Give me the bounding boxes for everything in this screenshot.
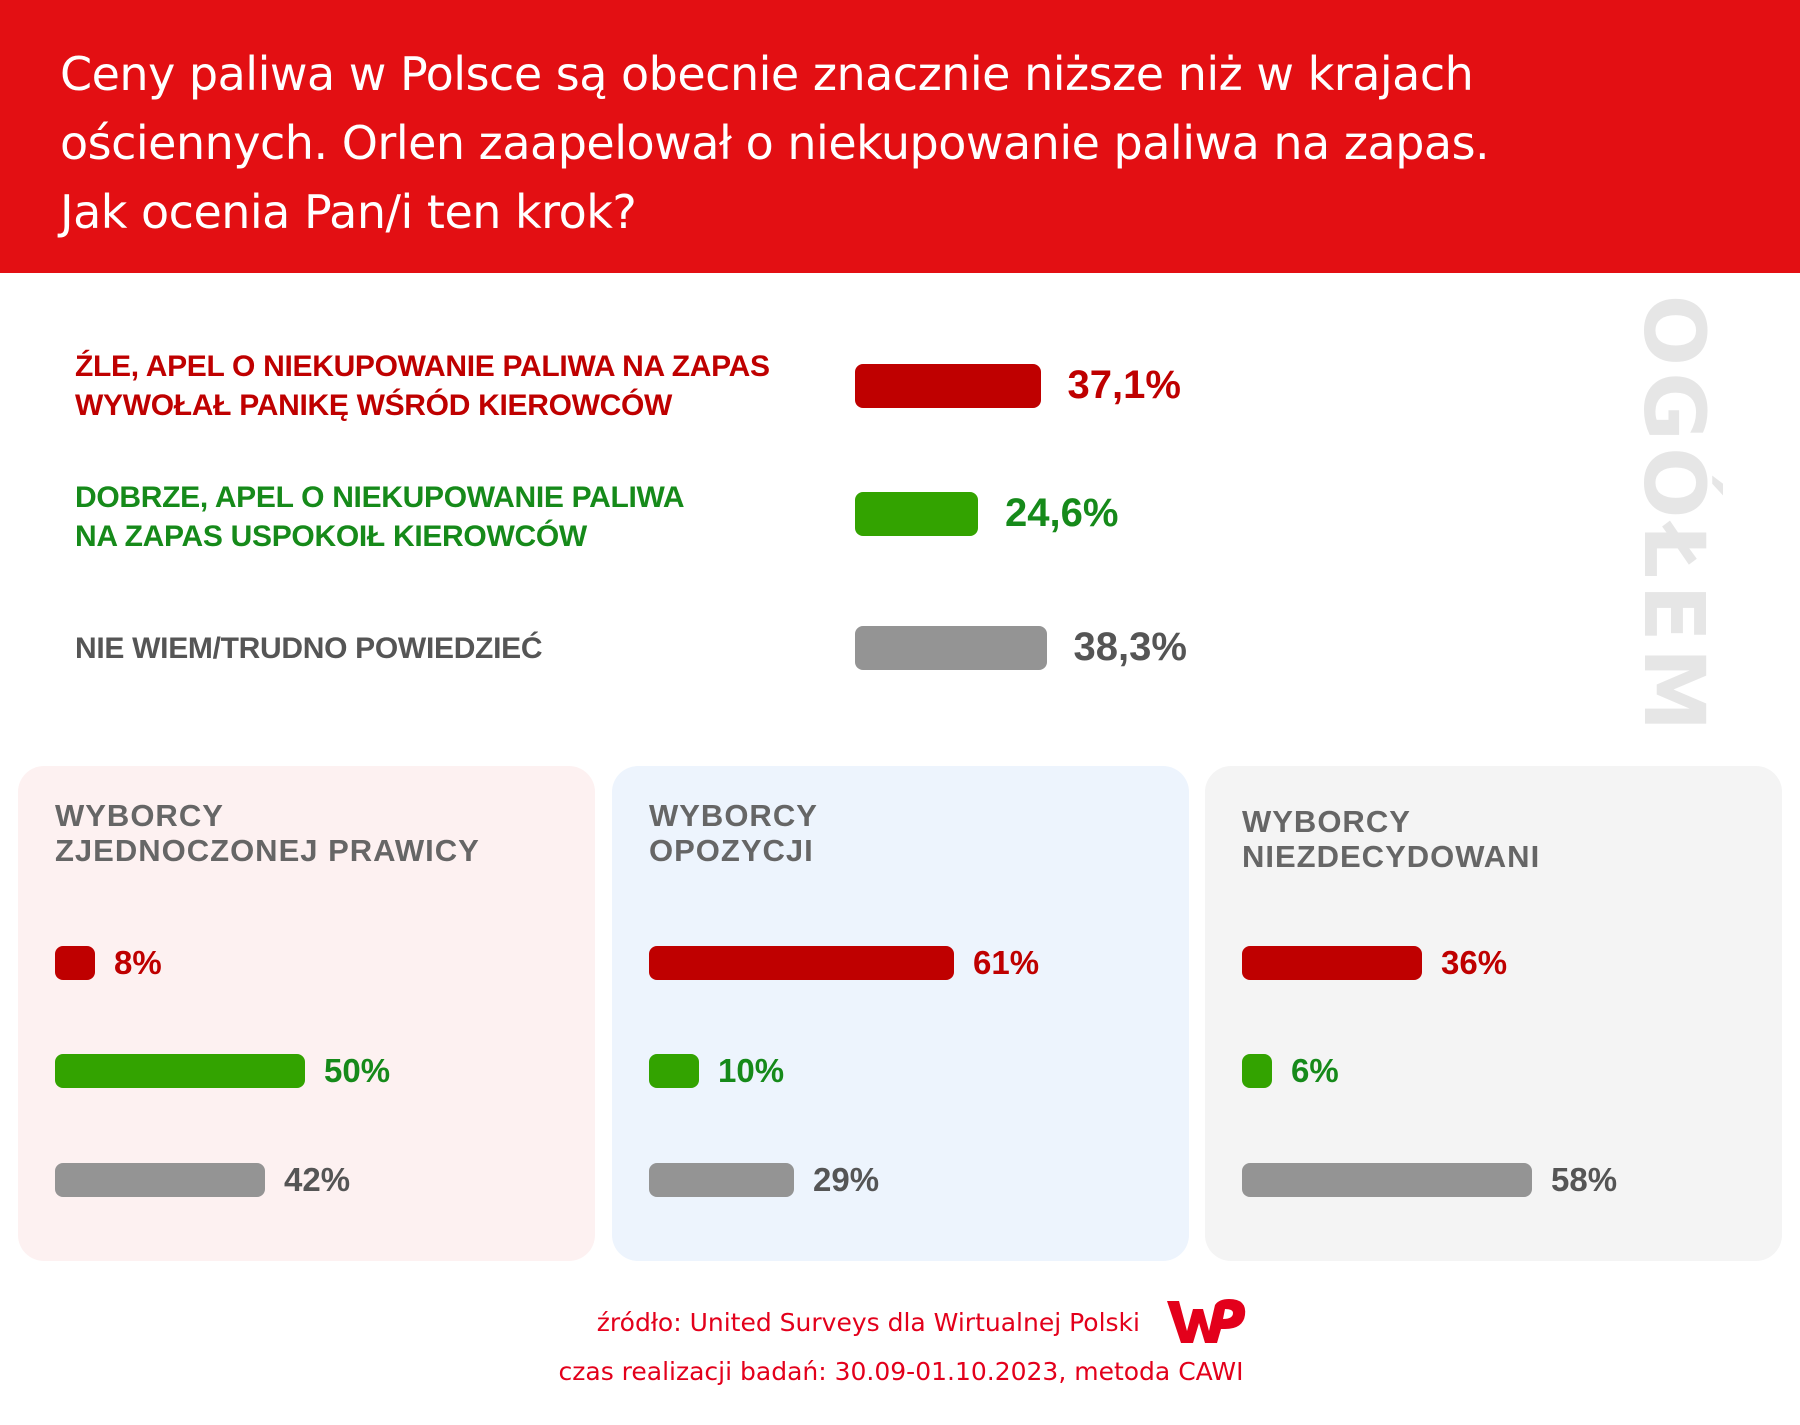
- row-label: ŹLE, APEL O NIEKUPOWANIE PALIWA NA ZAPAS…: [75, 347, 770, 425]
- title-line: Ceny paliwa w Polsce są obecnie znacznie…: [60, 47, 1474, 101]
- label-line: NIE WIEM/TRUDNO POWIEDZIEĆ: [75, 632, 543, 665]
- bar-bad: [649, 946, 954, 980]
- value-label: 29%: [813, 1161, 880, 1198]
- value-label: 58%: [1551, 1161, 1618, 1198]
- bar-bad: [55, 946, 95, 980]
- source-text: źródło: United Surveys dla Wirtualnej Po…: [596, 1308, 1140, 1337]
- header-banner: Ceny paliwa w Polsce są obecnie znacznie…: [0, 0, 1800, 273]
- panel-zjednoczona-prawica: WYBORCY ZJEDNOCZONEJ PRAWICY 8% 50% 42%: [18, 766, 595, 1261]
- label-line: NA ZAPAS USPOKOIŁ KIEROWCÓW: [75, 520, 587, 553]
- panel-title: WYBORCY OPOZYCJI: [649, 798, 818, 868]
- panel-niezdecydowani: WYBORCY NIEZDECYDOWANI 36% 6% 58%: [1205, 766, 1782, 1261]
- overall-row-unknown: NIE WIEM/TRUDNO POWIEDZIEĆ 38,3%: [75, 625, 1195, 675]
- row-label: DOBRZE, APEL O NIEKUPOWANIE PALIWA NA ZA…: [75, 478, 685, 556]
- row-label: NIE WIEM/TRUDNO POWIEDZIEĆ: [75, 629, 543, 668]
- panel-title: WYBORCY NIEZDECYDOWANI: [1242, 804, 1540, 874]
- wp-logo-icon: [1167, 1299, 1246, 1343]
- footer-period: czas realizacji badań: 30.09-01.10.2023,…: [0, 1357, 1800, 1386]
- value-label: 8%: [114, 944, 162, 981]
- bar-overall-good: [855, 491, 978, 536]
- title-line: WYBORCY: [1242, 804, 1411, 839]
- period-text: czas realizacji badań: 30.09-01.10.2023,…: [558, 1357, 1244, 1386]
- overall-row-good: DOBRZE, APEL O NIEKUPOWANIE PALIWA NA ZA…: [75, 478, 1195, 558]
- title-line: WYBORCY: [55, 798, 224, 833]
- value-label: 37,1%: [1067, 363, 1181, 407]
- value-label: 42%: [284, 1161, 351, 1198]
- bar-unknown: [649, 1163, 794, 1197]
- bar-unknown: [55, 1163, 265, 1197]
- value-label: 38,3%: [1073, 625, 1187, 669]
- bar-good: [55, 1054, 305, 1088]
- value-label: 61%: [973, 944, 1040, 981]
- title-line: OPOZYCJI: [649, 833, 814, 868]
- value-label: 36%: [1441, 944, 1508, 981]
- side-label-text: OGÓŁEM: [1625, 294, 1723, 738]
- bar-overall-unknown: [855, 625, 1047, 670]
- bar-unknown: [1242, 1163, 1532, 1197]
- title-line: ZJEDNOCZONEJ PRAWICY: [55, 833, 480, 868]
- panel-title: WYBORCY ZJEDNOCZONEJ PRAWICY: [55, 798, 480, 868]
- chart-title: Ceny paliwa w Polsce są obecnie znacznie…: [60, 40, 1740, 247]
- bar-good: [1242, 1054, 1272, 1088]
- overall-row-bad: ŹLE, APEL O NIEKUPOWANIE PALIWA NA ZAPAS…: [75, 347, 1195, 427]
- title-line: WYBORCY: [649, 798, 818, 833]
- label-line: WYWOŁAŁ PANIKĘ WŚRÓD KIEROWCÓW: [75, 389, 673, 422]
- value-label: 6%: [1291, 1052, 1339, 1089]
- title-line: NIEZDECYDOWANI: [1242, 839, 1541, 874]
- bar-overall-bad: [855, 363, 1041, 408]
- bar-bad: [1242, 946, 1422, 980]
- label-line: ŹLE, APEL O NIEKUPOWANIE PALIWA NA ZAPAS: [75, 350, 770, 383]
- value-label: 10%: [718, 1052, 785, 1089]
- overall-side-label: OGÓŁEM: [1625, 295, 1723, 738]
- value-label: 50%: [324, 1052, 391, 1089]
- value-label: 24,6%: [1005, 491, 1119, 535]
- title-line: ościennych. Orlen zaapelował o niekupowa…: [60, 116, 1490, 170]
- panel-opozycja: WYBORCY OPOZYCJI 61% 10% 29%: [612, 766, 1189, 1261]
- bar-good: [649, 1054, 699, 1088]
- label-line: DOBRZE, APEL O NIEKUPOWANIE PALIWA: [75, 481, 685, 514]
- title-line: Jak ocenia Pan/i ten krok?: [60, 185, 637, 239]
